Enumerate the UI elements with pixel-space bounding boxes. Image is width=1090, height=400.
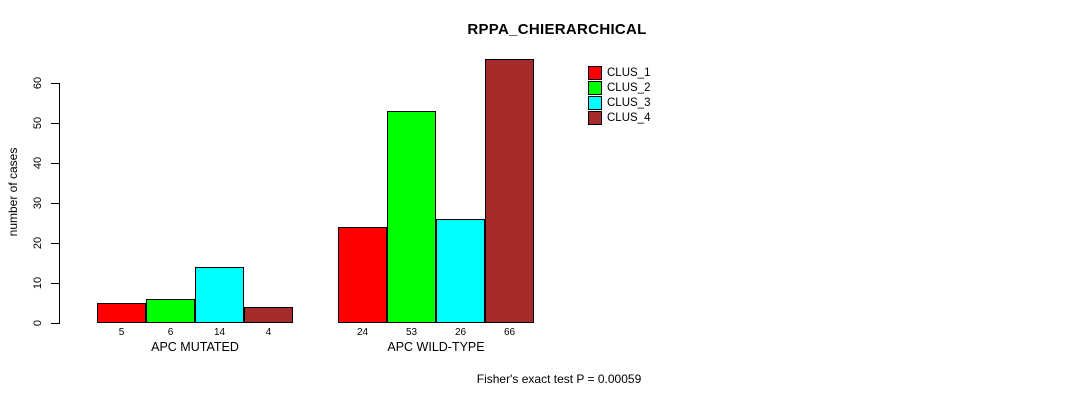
- bar-value-label: 53: [405, 327, 418, 338]
- legend-label: CLUS_4: [607, 111, 651, 124]
- bar-value-label: 66: [503, 327, 516, 338]
- bar-value-label: 14: [213, 327, 226, 338]
- legend-row-clus_2: CLUS_2: [588, 80, 651, 95]
- y-tick: [51, 243, 59, 244]
- y-tick-label: 40: [32, 156, 44, 170]
- y-tick-label: 10: [32, 276, 44, 290]
- y-tick-label: 0: [32, 319, 44, 327]
- bar-value-label: 4: [265, 327, 272, 338]
- y-axis-title: number of cases: [6, 147, 20, 237]
- y-tick: [51, 323, 59, 324]
- legend-row-clus_1: CLUS_1: [588, 65, 651, 80]
- group-label-1: APC MUTATED: [151, 340, 239, 354]
- y-axis-line: [59, 83, 60, 324]
- legend-swatch-icon: [588, 80, 602, 95]
- y-tick-label: 60: [32, 76, 44, 90]
- bar-clus_3-group2: [436, 219, 485, 323]
- y-tick-label: 50: [32, 116, 44, 130]
- bar-clus_1-group2: [338, 227, 387, 323]
- bar-clus_3-group1: [195, 267, 244, 323]
- bar-clus_2-group2: [387, 111, 436, 323]
- y-tick-label: 20: [32, 236, 44, 250]
- group-label-2: APC WILD-TYPE: [387, 340, 485, 354]
- y-tick: [51, 123, 59, 124]
- annotation-fishers-test: Fisher's exact test P = 0.00059: [476, 372, 642, 386]
- bar-value-label: 5: [118, 327, 125, 338]
- legend-swatch-icon: [588, 65, 602, 80]
- y-tick: [51, 203, 59, 204]
- y-tick: [51, 163, 59, 164]
- y-tick: [51, 83, 59, 84]
- bar-value-label: 6: [167, 327, 174, 338]
- legend-label: CLUS_1: [607, 66, 651, 79]
- bar-clus_4-group2: [485, 59, 534, 323]
- legend-label: CLUS_2: [607, 81, 651, 94]
- bar-clus_4-group1: [244, 307, 293, 323]
- legend-row-clus_3: CLUS_3: [588, 95, 651, 110]
- y-tick: [51, 283, 59, 284]
- legend: CLUS_1 CLUS_2 CLUS_3 CLUS_4: [588, 65, 651, 126]
- bar-clus_1-group1: [97, 303, 146, 323]
- legend-swatch-icon: [588, 110, 602, 125]
- bar-clus_2-group1: [146, 299, 195, 323]
- bar-value-label: 26: [454, 327, 467, 338]
- bar-value-label: 24: [356, 327, 369, 338]
- chart-title: RPPA_CHIERARCHICAL: [467, 21, 647, 38]
- legend-swatch-icon: [588, 95, 602, 110]
- y-tick-label: 30: [32, 196, 44, 210]
- legend-label: CLUS_3: [607, 96, 651, 109]
- legend-row-clus_4: CLUS_4: [588, 110, 651, 125]
